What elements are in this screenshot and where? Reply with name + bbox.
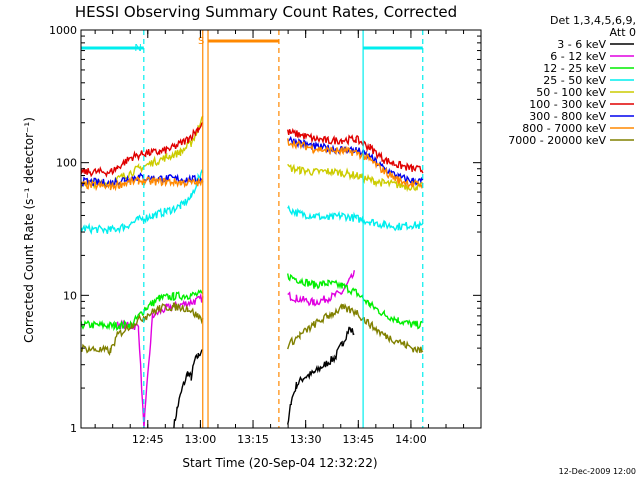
legend-entry-5: 100 - 300 keV [529, 98, 606, 111]
plot-frame [80, 29, 482, 429]
series-line-5 [81, 122, 424, 178]
legend-title-1: Att 0 [610, 26, 636, 39]
legend-entry-6: 300 - 800 keV [529, 110, 606, 123]
x-tick-label-3: 13:30 [290, 433, 322, 446]
x-tick-label-2: 13:15 [237, 433, 269, 446]
legend-entry-0: 3 - 6 keV [557, 38, 606, 51]
legend-entry-4: 50 - 100 keV [536, 86, 606, 99]
series-line-1 [116, 270, 355, 428]
x-axis-label: Start Time (20-Sep-04 12:32:22) [182, 456, 377, 470]
marker-label-0: N [134, 43, 141, 54]
chart-title: HESSI Observing Summary Count Rates, Cor… [75, 3, 457, 21]
footer-date: 12-Dec-2009 12:00 [559, 467, 636, 476]
x-tick-label-4: 13:45 [342, 433, 374, 446]
x-tick-label-0: 12:45 [132, 433, 164, 446]
x-tick-label-1: 13:00 [185, 433, 217, 446]
y-axis-label: Corrected Count Rate (s⁻¹ detector⁻¹) [22, 117, 36, 343]
y-tick-label-2: 100 [56, 157, 77, 170]
x-tick-label-5: 14:00 [395, 433, 427, 446]
series-line-2 [81, 273, 424, 332]
marker-label-2: S [198, 36, 204, 47]
legend-entry-2: 12 - 25 keV [543, 62, 606, 75]
series-layer [81, 115, 424, 428]
axis-layer: 1 10 100 1000 12:45 13:00 13:15 13:30 13:45 14:00 [49, 24, 482, 446]
legend-entry-8: 7000 - 20000 keV [508, 134, 606, 147]
legend-entry-3: 25 - 50 keV [543, 74, 606, 87]
series-line-7 [81, 138, 424, 192]
marker-layer: NS [81, 30, 424, 428]
series-line-0 [173, 326, 355, 428]
y-tick-label-1: 10 [63, 289, 77, 302]
y-tick-label-3: 1000 [49, 24, 77, 37]
y-tick-label-0: 1 [70, 422, 77, 435]
series-line-8 [81, 302, 424, 357]
legend-entry-7: 800 - 7000 keV [522, 122, 606, 135]
legend-entry-1: 6 - 12 keV [550, 50, 606, 63]
legend-title-0: Det 1,3,4,5,6,9, [550, 14, 636, 27]
